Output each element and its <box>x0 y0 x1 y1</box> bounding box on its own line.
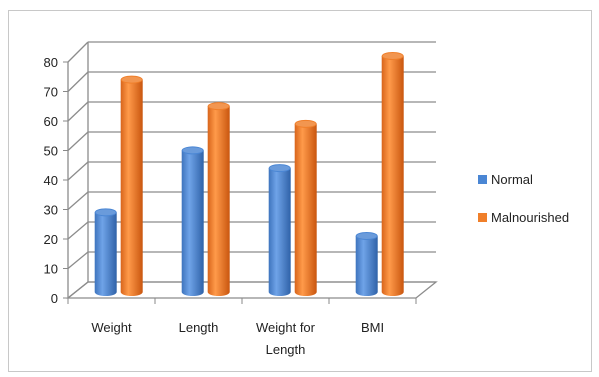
legend-label: Normal <box>491 172 533 187</box>
bar-malnourished-3 <box>381 52 404 296</box>
x-category-label: Weight for <box>256 320 316 335</box>
bar-malnourished-1 <box>207 102 230 297</box>
bar-body <box>120 79 143 296</box>
x-category-label: Length <box>179 320 219 335</box>
bar-top <box>120 75 143 84</box>
bar-top-highlight <box>295 120 316 127</box>
x-category-label: BMI <box>361 320 384 335</box>
side-gridline <box>67 101 89 122</box>
bar-body <box>207 106 230 297</box>
bar-normal-0 <box>94 208 117 296</box>
side-gridline <box>67 41 89 63</box>
bar-malnourished-0 <box>120 75 143 296</box>
bar-normal-1 <box>181 146 204 296</box>
y-tick-label: 10 <box>44 262 58 277</box>
bar-top <box>181 146 204 155</box>
bar-top-highlight <box>356 232 377 239</box>
side-gridline <box>67 251 89 270</box>
x-category-label: Length <box>266 342 306 357</box>
side-gridline <box>67 161 89 181</box>
legend-item-normal: Normal <box>478 172 533 187</box>
bar-body <box>268 168 291 296</box>
bar-body <box>181 150 204 296</box>
side-gridline <box>67 131 89 151</box>
bar-top <box>355 231 378 240</box>
bar-top <box>294 119 317 128</box>
legend-item-malnourished: Malnourished <box>478 210 569 225</box>
y-tick-label: 70 <box>44 85 58 100</box>
y-tick-label: 80 <box>44 55 58 70</box>
bar-body <box>94 212 117 296</box>
bars <box>94 52 404 297</box>
bar-top <box>268 164 291 173</box>
y-axis-tick-labels: 0 10 20 30 40 50 60 70 80 <box>44 55 58 306</box>
bar-top-highlight <box>121 76 142 83</box>
side-gridline <box>67 221 89 240</box>
bar-top-highlight <box>208 103 229 110</box>
bar-body <box>355 235 378 296</box>
x-category-label: Weight <box>91 320 132 335</box>
legend: Normal Malnourished <box>478 172 569 225</box>
bar-top <box>94 208 117 217</box>
y-tick-label: 60 <box>44 114 58 129</box>
bar-body <box>381 56 404 296</box>
side-gridline <box>67 71 89 92</box>
side-gridline <box>67 191 89 210</box>
legend-label: Malnourished <box>491 210 569 225</box>
y-tick-label: 20 <box>44 232 58 247</box>
y-tick-label: 30 <box>44 203 58 218</box>
bar-malnourished-2 <box>294 119 317 296</box>
bar-body <box>294 123 317 296</box>
legend-swatch <box>478 175 487 184</box>
legend-swatch <box>478 213 487 222</box>
bar-top-highlight <box>182 147 203 154</box>
y-tick-label: 0 <box>51 291 58 306</box>
bar-top <box>207 102 230 111</box>
bar-normal-2 <box>268 164 291 296</box>
y-tick-label: 50 <box>44 144 58 159</box>
y-tick-label: 40 <box>44 173 58 188</box>
axes <box>63 42 438 304</box>
floor <box>66 281 438 299</box>
bar-normal-3 <box>355 231 378 296</box>
bar-top <box>381 52 404 60</box>
x-axis-category-labels: Weight Length Weight for Length BMI <box>91 320 384 357</box>
bar-top-highlight <box>382 53 403 59</box>
bar-top-highlight <box>269 165 290 172</box>
bar-top-highlight <box>95 209 116 216</box>
